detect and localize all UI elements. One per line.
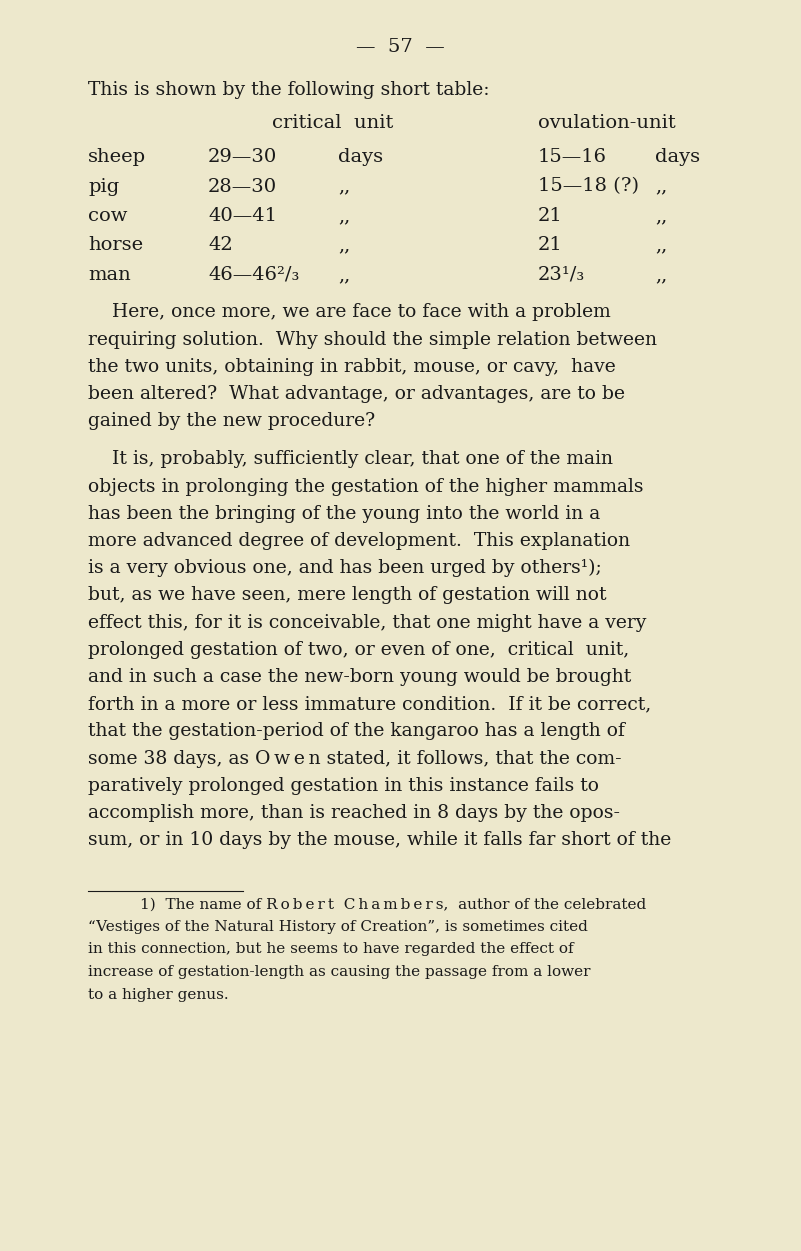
Text: —  57  —: — 57 — xyxy=(356,38,445,56)
Text: ,,: ,, xyxy=(655,236,667,254)
Text: to a higher genus.: to a higher genus. xyxy=(88,987,228,1002)
Text: 21: 21 xyxy=(538,236,563,254)
Text: sheep: sheep xyxy=(88,148,146,166)
Text: been altered?  What advantage, or advantages, are to be: been altered? What advantage, or advanta… xyxy=(88,385,625,403)
Text: 23¹/₃: 23¹/₃ xyxy=(538,266,586,284)
Text: cow: cow xyxy=(88,206,127,225)
Text: but, as we have seen, mere length of gestation will not: but, as we have seen, mere length of ges… xyxy=(88,587,606,604)
Text: effect this, for it is conceivable, that one might have a very: effect this, for it is conceivable, that… xyxy=(88,614,646,632)
Text: ovulation-unit: ovulation-unit xyxy=(538,114,676,133)
Text: that the gestation-period of the kangaroo has a length of: that the gestation-period of the kangaro… xyxy=(88,723,625,741)
Text: 40—41: 40—41 xyxy=(208,206,277,225)
Text: prolonged gestation of two, or even of one,  critical  unit,: prolonged gestation of two, or even of o… xyxy=(88,641,630,659)
Text: 1)  The name of R o b e r t  C h a m b e r s,  author of the celebrated: 1) The name of R o b e r t C h a m b e r… xyxy=(140,897,646,912)
Text: 15—18 (?): 15—18 (?) xyxy=(538,178,639,195)
Text: days: days xyxy=(338,148,383,166)
Text: accomplish more, than is reached in 8 days by the opos-: accomplish more, than is reached in 8 da… xyxy=(88,804,620,822)
Text: some 38 days, as O w e n stated, it follows, that the com-: some 38 days, as O w e n stated, it foll… xyxy=(88,749,622,768)
Text: ,,: ,, xyxy=(655,266,667,284)
Text: 29—30: 29—30 xyxy=(208,148,277,166)
Text: sum, or in 10 days by the mouse, while it falls far short of the: sum, or in 10 days by the mouse, while i… xyxy=(88,832,671,849)
Text: horse: horse xyxy=(88,236,143,254)
Text: pig: pig xyxy=(88,178,119,195)
Text: man: man xyxy=(88,266,131,284)
Text: paratively prolonged gestation in this instance fails to: paratively prolonged gestation in this i… xyxy=(88,777,599,794)
Text: forth in a more or less immature condition.  If it be correct,: forth in a more or less immature conditi… xyxy=(88,696,651,713)
Text: more advanced degree of development.  This explanation: more advanced degree of development. Thi… xyxy=(88,532,630,550)
Text: 28—30: 28—30 xyxy=(208,178,277,195)
Text: Here, once more, we are face to face with a problem: Here, once more, we are face to face wit… xyxy=(88,304,610,322)
Text: ,,: ,, xyxy=(655,206,667,225)
Text: has been the bringing of the young into the world in a: has been the bringing of the young into … xyxy=(88,505,600,523)
Text: the two units, obtaining in rabbit, mouse, or cavy,  have: the two units, obtaining in rabbit, mous… xyxy=(88,358,616,375)
Text: and in such a case the new-born young would be brought: and in such a case the new-born young wo… xyxy=(88,668,631,686)
Text: ,,: ,, xyxy=(338,266,350,284)
Text: days: days xyxy=(655,148,700,166)
Text: ,,: ,, xyxy=(338,206,350,225)
Text: 46—46²/₃: 46—46²/₃ xyxy=(208,266,300,284)
Text: ,,: ,, xyxy=(655,178,667,195)
Text: critical  unit: critical unit xyxy=(272,114,393,133)
Text: ,,: ,, xyxy=(338,178,350,195)
Text: objects in prolonging the gestation of the higher mammals: objects in prolonging the gestation of t… xyxy=(88,478,643,495)
Text: is a very obvious one, and has been urged by others¹);: is a very obvious one, and has been urge… xyxy=(88,559,602,577)
Text: This is shown by the following short table:: This is shown by the following short tab… xyxy=(88,81,489,99)
Text: in this connection, but he seems to have regarded the effect of: in this connection, but he seems to have… xyxy=(88,942,574,957)
Text: gained by the new procedure?: gained by the new procedure? xyxy=(88,413,375,430)
Text: 15—16: 15—16 xyxy=(538,148,607,166)
Text: increase of gestation-length as causing the passage from a lower: increase of gestation-length as causing … xyxy=(88,965,590,980)
Text: requiring solution.  Why should the simple relation between: requiring solution. Why should the simpl… xyxy=(88,330,657,349)
Text: 42: 42 xyxy=(208,236,233,254)
Text: “Vestiges of the Natural History of Creation”, is sometimes cited: “Vestiges of the Natural History of Crea… xyxy=(88,919,588,934)
Text: It is, probably, sufficiently clear, that one of the main: It is, probably, sufficiently clear, tha… xyxy=(88,450,613,469)
Text: ,,: ,, xyxy=(338,236,350,254)
Text: 21: 21 xyxy=(538,206,563,225)
